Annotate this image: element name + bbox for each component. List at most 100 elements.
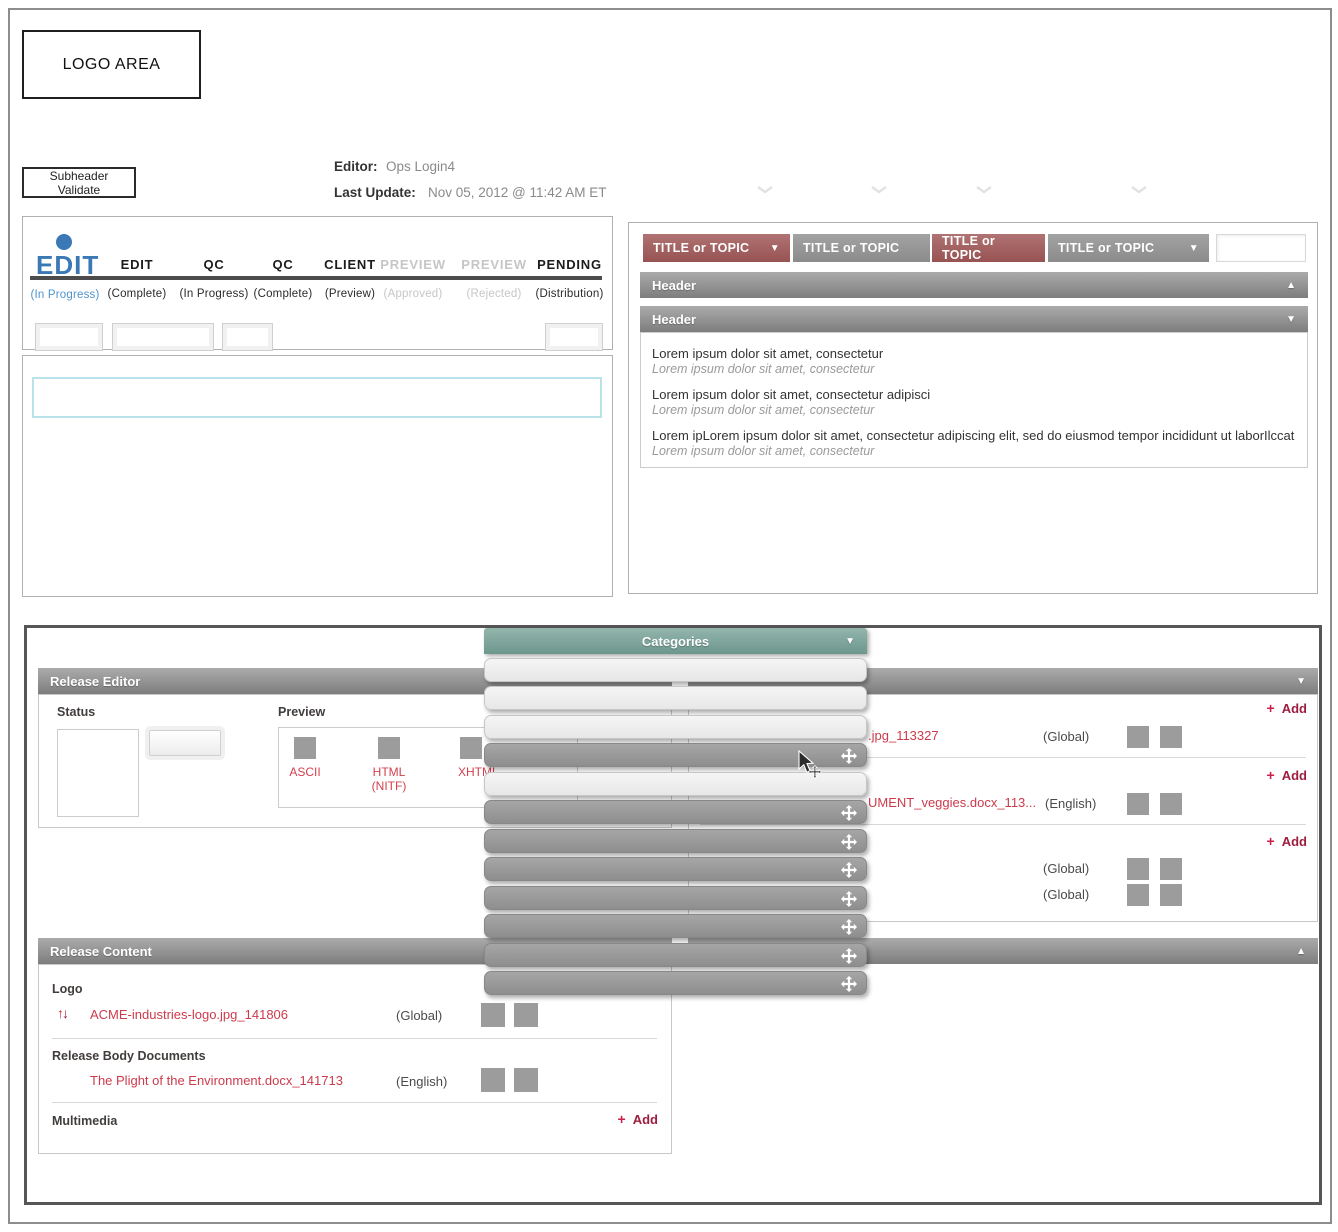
faint-chevron-icon (756, 181, 774, 199)
workflow-step-edit-logo[interactable]: EDIT (36, 250, 100, 280)
move-icon (841, 862, 857, 883)
status-action-button[interactable] (149, 730, 221, 756)
attachment-language: (Global) (1043, 729, 1090, 744)
tab-title-or-topic-4[interactable]: TITLE or TOPIC ▼ (1048, 234, 1209, 262)
category-item[interactable] (484, 658, 867, 682)
logo-area-label: LOGO AREA (62, 55, 161, 73)
plus-icon: + (1266, 700, 1275, 716)
entry-title[interactable]: Lorem ipLorem ipsum dolor sit amet, cons… (652, 428, 1295, 443)
row-divider (700, 824, 1306, 825)
release-content-body (38, 964, 672, 1154)
chevron-down-icon: ▼ (769, 242, 780, 254)
entry-title[interactable]: Lorem ipsum dolor sit amet, consectetur (652, 346, 884, 361)
status-label: Status (57, 705, 96, 719)
workflow-action-placeholder[interactable] (222, 323, 273, 351)
page-frame (8, 8, 1332, 1224)
add-multimedia-button[interactable]: + Add (617, 1111, 658, 1127)
workflow-step-client-preview[interactable]: CLIENT (Preview) (324, 257, 376, 300)
preview-html-icon[interactable] (378, 737, 400, 759)
attachment-action-icon[interactable] (1160, 726, 1182, 748)
status-box (57, 729, 139, 817)
entry-title[interactable]: Lorem ipsum dolor sit amet, consectetur … (652, 387, 931, 402)
content-action-icon[interactable] (514, 1003, 538, 1027)
attachment-action-icon[interactable] (1127, 793, 1149, 815)
move-icon (841, 976, 857, 997)
attachment-action-icon[interactable] (1127, 858, 1149, 880)
content-action-icon[interactable] (481, 1003, 505, 1027)
faint-chevron-icon (870, 181, 888, 199)
category-item-draggable[interactable] (484, 829, 867, 853)
multimedia-label: Multimedia (52, 1114, 118, 1128)
move-icon (841, 805, 857, 826)
add-attachment-button[interactable]: + Add (1266, 767, 1307, 783)
chevron-down-icon: ▼ (1296, 675, 1306, 687)
attachment-action-icon[interactable] (1160, 858, 1182, 880)
body-file-link[interactable]: The Plight of the Environment.docx_14171… (90, 1073, 343, 1088)
add-attachment-button[interactable]: + Add (1266, 833, 1307, 849)
attachment-language: (English) (1045, 796, 1097, 811)
attachment-action-icon[interactable] (1127, 726, 1149, 748)
content-action-icon[interactable] (514, 1068, 538, 1092)
preview-ascii-icon[interactable] (294, 737, 316, 759)
workflow-step-qc-complete[interactable]: QC (Complete) (253, 257, 313, 300)
workflow-action-placeholder[interactable] (35, 323, 103, 351)
logo-file-link[interactable]: ACME-industries-logo.jpg_141806 (90, 1007, 289, 1022)
workflow-step-edit-status: (In Progress) (30, 289, 100, 301)
header-accordion-expanded[interactable]: Header ▼ (640, 306, 1308, 332)
entry-subtitle: Lorem ipsum dolor sit amet, consectetur (652, 362, 875, 376)
tab-title-or-topic-3[interactable]: TITLE or TOPIC (932, 234, 1045, 262)
preview-xhtml-icon[interactable] (460, 737, 482, 759)
chevron-up-icon: ▲ (1286, 279, 1296, 291)
workflow-progress-bar (30, 276, 602, 280)
editor-value: Ops Login4 (386, 159, 456, 174)
highlighted-input[interactable] (32, 377, 602, 418)
release-section (24, 625, 1322, 1205)
entry-subtitle: Lorem ipsum dolor sit amet, consectetur (652, 444, 875, 458)
category-item-draggable[interactable] (484, 943, 867, 967)
attachment-action-icon[interactable] (1127, 884, 1149, 906)
chevron-down-icon: ▼ (1286, 313, 1296, 325)
workflow-step-pending-distribution[interactable]: PENDING (Distribution) (535, 257, 604, 300)
last-update-value: Nov 05, 2012 @ 11:42 AM ET (428, 185, 607, 200)
chevron-down-icon: ▼ (1188, 242, 1199, 254)
category-item-draggable[interactable] (484, 857, 867, 881)
workflow-step-edit-complete[interactable]: EDIT (Complete) (107, 257, 167, 300)
subheader-validate-button[interactable]: Subheader Validate (22, 167, 136, 198)
attachment-action-icon[interactable] (1160, 884, 1182, 906)
content-action-icon[interactable] (481, 1068, 505, 1092)
subheader-validate-label: Subheader Validate (49, 168, 109, 197)
attachment-file-link[interactable]: UMENT_veggies.docx_113... (868, 795, 1037, 810)
body-documents-label: Release Body Documents (52, 1049, 206, 1063)
logo-language: (Global) (396, 1008, 443, 1023)
workflow-action-placeholder[interactable] (112, 323, 214, 351)
category-item-draggable[interactable] (484, 800, 867, 824)
preview-format-label[interactable]: ASCII (289, 765, 321, 779)
category-item[interactable] (484, 686, 867, 710)
category-item[interactable] (484, 715, 867, 739)
header-entries-box (640, 332, 1308, 468)
chevron-down-icon: ▼ (845, 635, 855, 647)
tab-title-or-topic-1[interactable]: TITLE or TOPIC ▼ (643, 234, 790, 262)
entry-subtitle: Lorem ipsum dolor sit amet, consectetur (652, 403, 875, 417)
editor-label: Editor: (334, 159, 378, 174)
reorder-icon[interactable]: ↑↓ (57, 1005, 69, 1021)
row-divider (700, 757, 1306, 758)
tab-title-or-topic-2[interactable]: TITLE or TOPIC (793, 234, 930, 262)
category-item-draggable[interactable] (484, 886, 867, 910)
attachment-action-icon[interactable] (1160, 793, 1182, 815)
categories-header[interactable]: Categories ▼ (484, 628, 867, 654)
category-item-draggable[interactable] (484, 971, 867, 995)
attachment-file-link[interactable]: .jpg_113327 (868, 728, 939, 743)
move-icon (841, 748, 857, 769)
add-attachment-button[interactable]: + Add (1266, 700, 1307, 716)
workflow-step-preview-approved: PREVIEW (Approved) (380, 257, 446, 300)
preview-label: Preview (278, 705, 326, 719)
category-item-draggable[interactable] (484, 914, 867, 938)
workflow-action-placeholder[interactable] (545, 323, 603, 351)
workflow-step-qc-inprogress[interactable]: QC (In Progress) (179, 257, 249, 300)
preview-format-label[interactable]: HTML (NITF) (371, 765, 407, 793)
header-accordion-collapsed[interactable]: Header ▲ (640, 272, 1308, 298)
topic-search-input[interactable] (1216, 234, 1306, 262)
category-item[interactable] (484, 772, 867, 796)
